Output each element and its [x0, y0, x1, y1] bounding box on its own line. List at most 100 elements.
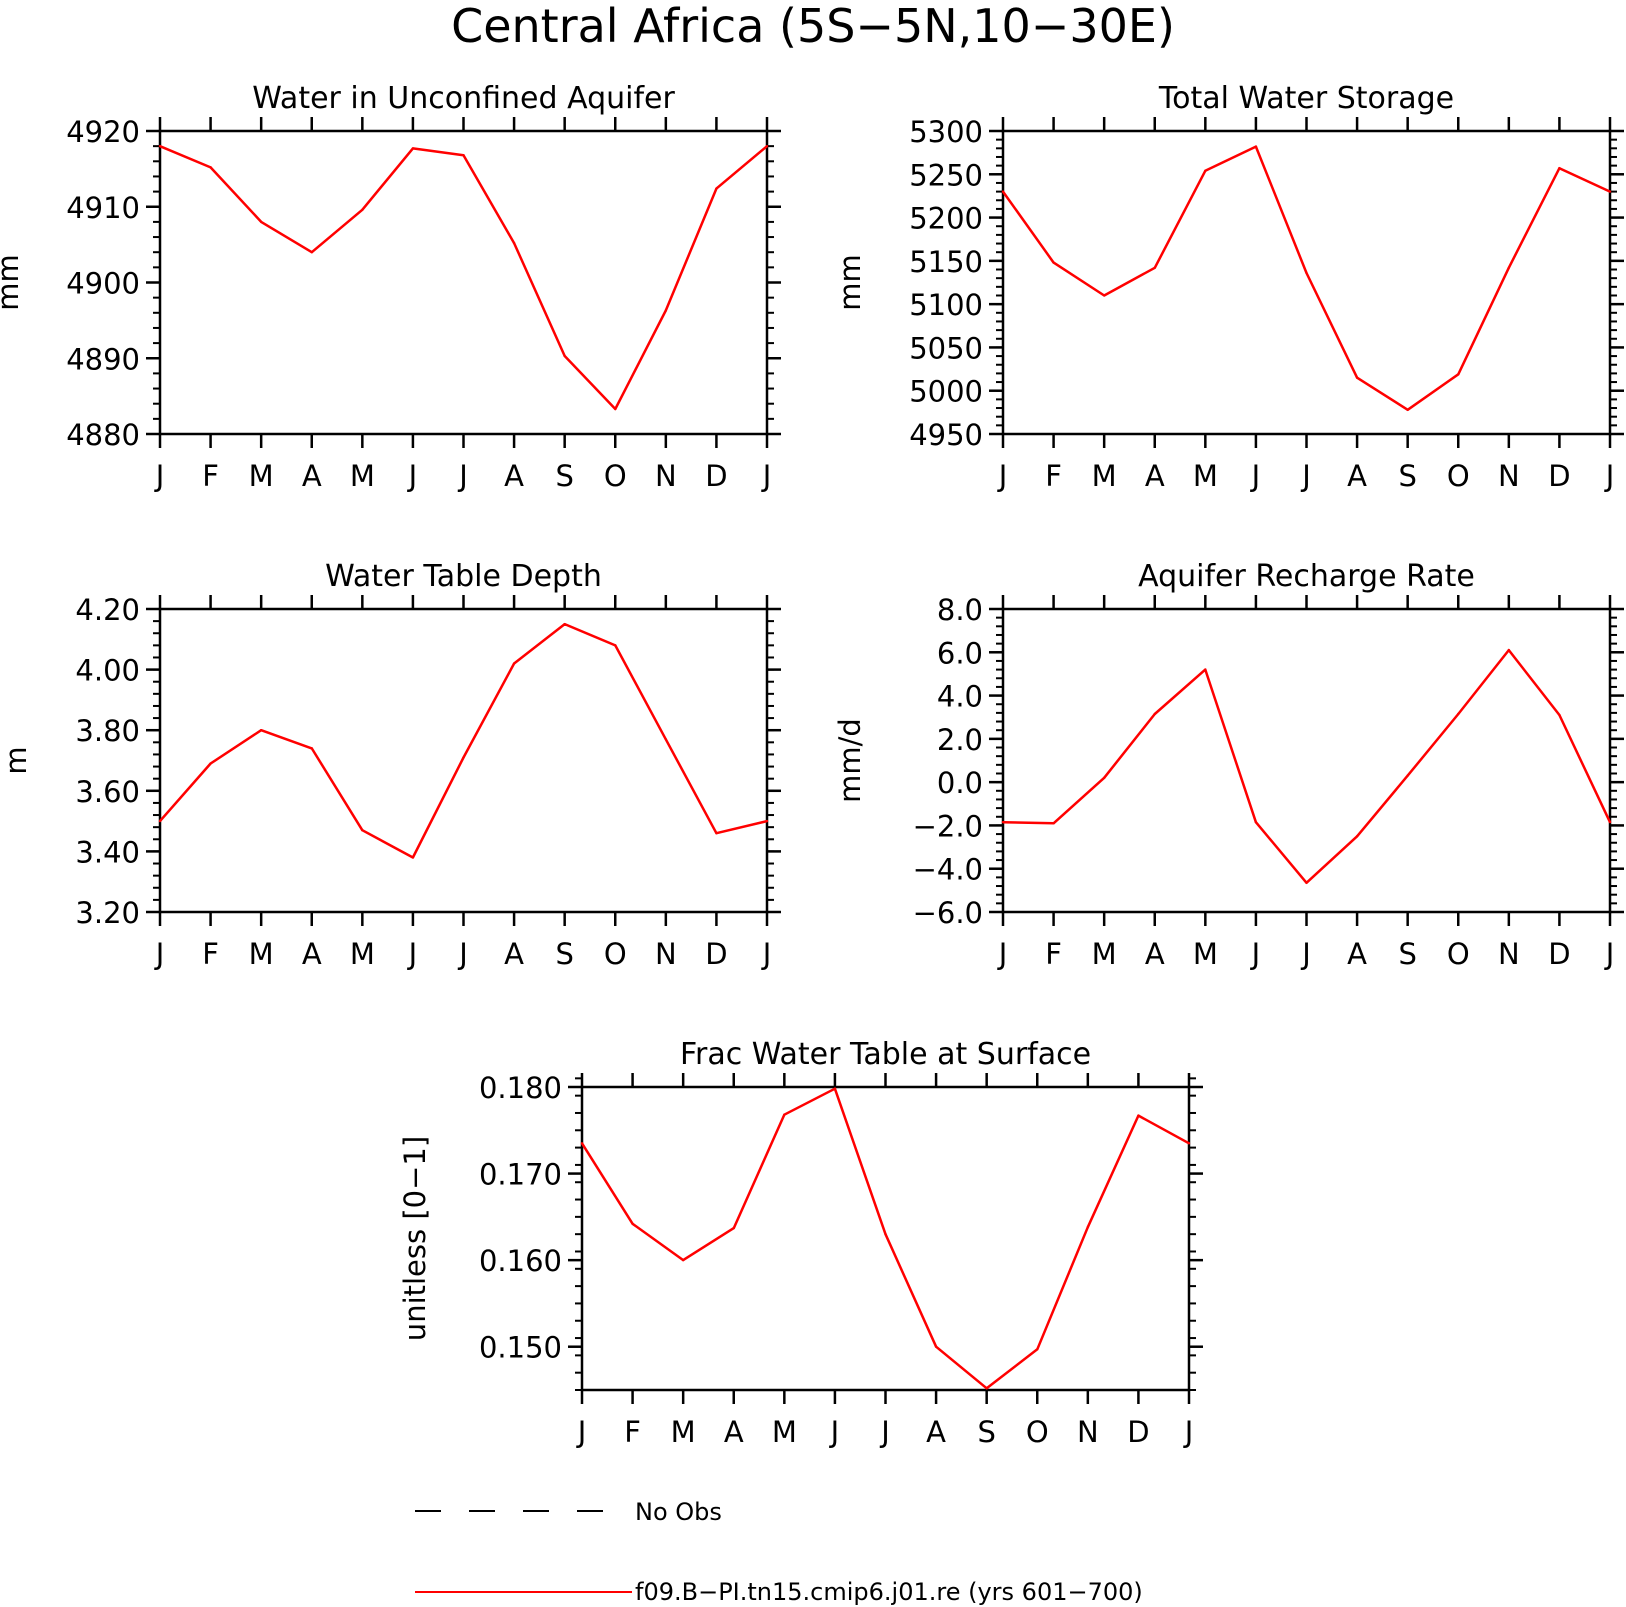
x-tick-label: J [1300, 459, 1311, 493]
data-point [1001, 190, 1005, 193]
data-point [1305, 271, 1308, 275]
x-tick-label: A [1145, 937, 1165, 971]
data-point [411, 856, 415, 859]
x-tick-label: D [1548, 459, 1570, 493]
series-line [580, 1087, 1190, 1390]
x-tick-label: F [202, 937, 219, 971]
y-axis-label: mm/d [833, 718, 867, 803]
data-point [614, 644, 617, 647]
x-tick-label: M [671, 1415, 696, 1449]
data-point [1305, 881, 1308, 884]
x-tick-label: M [350, 937, 375, 971]
y-tick-label: 0.160 [479, 1244, 562, 1278]
data-point [158, 144, 162, 148]
y-tick-label: −2.0 [913, 809, 983, 843]
x-tick-label: S [977, 1415, 995, 1449]
y-tick-label: 3.40 [75, 835, 140, 869]
x-tick-label: M [772, 1415, 797, 1449]
series-line [159, 622, 768, 859]
data-point [1052, 822, 1055, 825]
data-point [631, 1222, 634, 1225]
data-point [310, 747, 313, 750]
y-tick-label: −4.0 [913, 853, 983, 887]
data-point [259, 220, 263, 224]
y-tick-label: 4880 [66, 418, 140, 452]
x-tick-label: J [997, 937, 1008, 971]
data-point [259, 729, 263, 732]
y-tick-label: 4.0 [937, 680, 983, 714]
data-point [1137, 1114, 1140, 1117]
y-tick-label: 4.00 [75, 654, 140, 688]
data-point [1254, 145, 1258, 148]
x-tick-label: D [1127, 1415, 1149, 1449]
data-point [1036, 1348, 1039, 1351]
data-point [1187, 1142, 1191, 1145]
data-point [462, 756, 465, 759]
y-tick-label: 5000 [909, 375, 983, 409]
plot-frame [580, 1085, 1191, 1392]
x-tick-label: M [1092, 937, 1117, 971]
x-tick-label: A [302, 937, 322, 971]
data-point [1507, 648, 1511, 652]
x-tick-label: F [1045, 459, 1062, 493]
y-tick-label: 3.60 [75, 775, 140, 809]
panel-title: Total Water Storage [1158, 81, 1454, 116]
y-axis-label: m [0, 746, 33, 774]
x-tick-label: S [555, 459, 573, 493]
x-tick-label: A [302, 459, 322, 493]
y-tick-label: 8.0 [937, 593, 983, 627]
x-tick-label: J [407, 937, 418, 971]
y-tick-label: 5300 [909, 115, 983, 149]
x-tick-label: D [705, 459, 727, 493]
data-point [614, 407, 617, 411]
x-tick-label: A [724, 1415, 744, 1449]
legend-model-label: f09.B−PI.tn15.cmip6.j01.re (yrs 601−700) [635, 1578, 1143, 1606]
data-point [1254, 820, 1258, 824]
y-tick-label: 4900 [66, 267, 140, 301]
x-tick-label: J [576, 1415, 587, 1449]
data-point [715, 832, 718, 835]
x-tick-label: N [1498, 459, 1520, 493]
data-point [209, 166, 212, 169]
x-tick-label: M [1193, 937, 1218, 971]
data-point [1204, 668, 1207, 671]
y-tick-label: 0.180 [479, 1071, 562, 1105]
y-tick-label: 4.20 [75, 593, 140, 627]
data-point [715, 187, 718, 190]
y-tick-label: 4910 [66, 191, 140, 225]
y-tick-label: 4950 [909, 418, 983, 452]
x-tick-label: M [1092, 459, 1117, 493]
x-tick-label: A [1347, 937, 1367, 971]
x-tick-label: A [926, 1415, 946, 1449]
data-point [934, 1345, 938, 1348]
plot-frame [1001, 607, 1612, 914]
y-tick-label: 5200 [909, 202, 983, 236]
y-tick-label: 3.20 [75, 896, 140, 930]
data-point [411, 147, 415, 150]
x-tick-label: J [1604, 937, 1615, 971]
data-point [1204, 169, 1207, 173]
x-tick-label: N [655, 937, 677, 971]
data-point [1406, 408, 1409, 411]
y-tick-label: 5250 [909, 158, 983, 192]
data-point [1001, 820, 1005, 824]
x-tick-label: A [1347, 459, 1367, 493]
y-tick-label: 5050 [909, 331, 983, 365]
x-tick-label: O [604, 937, 627, 971]
series-line [1002, 648, 1612, 885]
data-point [985, 1387, 988, 1390]
panel-title: Water in Unconfined Aquifer [252, 81, 675, 116]
data-point [563, 622, 566, 626]
x-tick-label: D [1548, 937, 1570, 971]
x-tick-label: D [705, 937, 727, 971]
x-tick-label: O [604, 459, 627, 493]
x-tick-label: O [1447, 459, 1470, 493]
data-point [310, 251, 313, 254]
y-tick-label: 0.150 [479, 1331, 562, 1365]
x-tick-label: J [761, 937, 772, 971]
x-tick-label: J [1250, 937, 1261, 971]
x-tick-label: F [202, 459, 219, 493]
